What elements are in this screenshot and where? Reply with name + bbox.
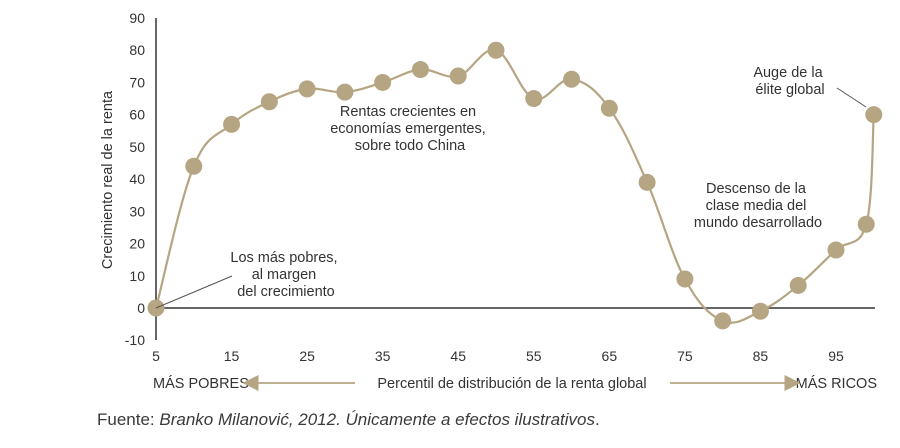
y-tick-label: 50 bbox=[129, 139, 145, 155]
data-point bbox=[563, 70, 581, 88]
x-tick-label: 15 bbox=[224, 348, 240, 364]
annotation-leader-elite bbox=[836, 87, 867, 108]
data-point bbox=[827, 241, 845, 259]
y-tick-label: 60 bbox=[129, 107, 145, 123]
data-point bbox=[676, 270, 694, 288]
data-point bbox=[374, 73, 392, 91]
data-point bbox=[600, 99, 618, 117]
annotation-elite-line1: Auge de la bbox=[753, 65, 823, 81]
x-right-label: MÁS RICOS bbox=[796, 375, 877, 392]
y-tick-label: 20 bbox=[129, 236, 145, 252]
data-point bbox=[449, 67, 467, 85]
data-point bbox=[487, 41, 505, 59]
y-tick-labels: -10 0 10 20 30 40 50 60 70 80 90 bbox=[125, 10, 145, 348]
y-axis-label: Crecimiento real de la renta bbox=[100, 90, 116, 269]
source-suffix: . bbox=[594, 410, 600, 429]
x-tick-label: 5 bbox=[152, 348, 160, 364]
annotation-poorest: Los más pobres, al margen del crecimient… bbox=[230, 250, 341, 300]
data-point bbox=[298, 80, 316, 98]
y-tick-label: -10 bbox=[125, 332, 145, 348]
y-tick-label: 0 bbox=[137, 300, 145, 316]
annotation-emerging: Rentas crecientes en economías emergente… bbox=[330, 104, 490, 154]
annotation-poorest-line2: al margen bbox=[252, 267, 316, 283]
data-point bbox=[525, 90, 543, 108]
annotation-emerging-line1: Rentas crecientes en bbox=[340, 104, 476, 120]
annotation-middle-class-line1: Descenso de la bbox=[706, 181, 807, 197]
data-point bbox=[638, 173, 656, 191]
annotation-middle-class: Descenso de la clase media del mundo des… bbox=[694, 181, 822, 231]
x-tick-label: 25 bbox=[299, 348, 315, 364]
data-point bbox=[789, 276, 807, 294]
annotation-emerging-line3: sobre todo China bbox=[355, 138, 466, 154]
annotation-poorest-line1: Los más pobres, bbox=[230, 250, 337, 266]
annotation-elite-line2: élite global bbox=[755, 82, 824, 98]
annotation-leader-poorest bbox=[155, 275, 233, 309]
annotation-middle-class-line3: mundo desarrollado bbox=[694, 215, 822, 231]
source-note: Fuente: Branko Milanović, 2012. Únicamen… bbox=[97, 410, 600, 430]
data-point bbox=[857, 215, 875, 233]
y-tick-label: 70 bbox=[129, 74, 145, 90]
data-point bbox=[714, 312, 732, 330]
y-tick-label: 80 bbox=[129, 42, 145, 58]
annotation-elite: Auge de la élite global bbox=[753, 65, 826, 98]
data-point bbox=[223, 115, 241, 133]
data-point bbox=[865, 106, 883, 124]
data-point bbox=[260, 93, 278, 111]
annotation-emerging-line2: economías emergentes, bbox=[330, 121, 486, 137]
annotation-poorest-line3: del crecimiento bbox=[237, 284, 335, 300]
y-tick-label: 30 bbox=[129, 203, 145, 219]
source-prefix: Fuente: bbox=[97, 410, 160, 429]
data-point bbox=[411, 61, 429, 79]
series-points bbox=[147, 41, 883, 330]
x-axis-label: Percentil de distribución de la renta gl… bbox=[377, 376, 646, 392]
source-citation: Branko Milanović, 2012. Únicamente a efe… bbox=[159, 410, 595, 429]
x-tick-label: 35 bbox=[375, 348, 391, 364]
x-tick-label: 85 bbox=[753, 348, 769, 364]
y-tick-label: 90 bbox=[129, 10, 145, 26]
x-tick-label: 75 bbox=[677, 348, 693, 364]
annotation-middle-class-line2: clase media del bbox=[706, 198, 807, 214]
x-tick-label: 65 bbox=[602, 348, 618, 364]
x-tick-labels: 5 15 25 35 45 55 65 75 85 95 bbox=[152, 348, 844, 364]
x-tick-label: 95 bbox=[828, 348, 844, 364]
y-tick-label: 10 bbox=[129, 268, 145, 284]
y-tick-label: 40 bbox=[129, 171, 145, 187]
data-point bbox=[336, 83, 354, 101]
x-tick-label: 55 bbox=[526, 348, 542, 364]
x-left-label: MÁS POBRES bbox=[153, 375, 249, 392]
data-point bbox=[751, 302, 769, 320]
data-point bbox=[185, 157, 203, 175]
x-tick-label: 45 bbox=[450, 348, 466, 364]
